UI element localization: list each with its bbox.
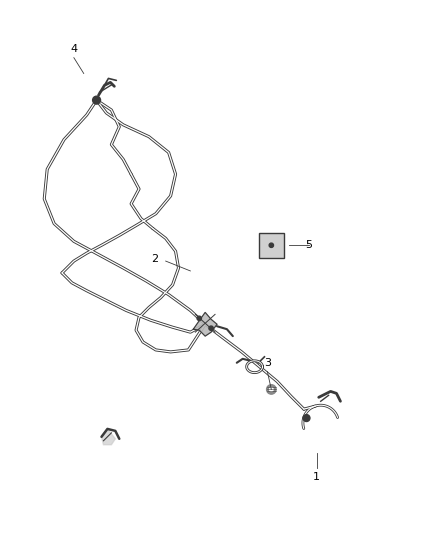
Circle shape xyxy=(303,415,310,422)
Text: 5: 5 xyxy=(305,240,312,251)
Text: 4: 4 xyxy=(71,44,78,54)
Text: 2: 2 xyxy=(151,254,158,264)
Circle shape xyxy=(197,316,201,320)
Polygon shape xyxy=(193,312,217,336)
Polygon shape xyxy=(259,233,284,258)
Circle shape xyxy=(269,387,273,391)
Circle shape xyxy=(267,385,276,394)
Circle shape xyxy=(92,96,101,104)
Circle shape xyxy=(209,326,213,330)
Text: 3: 3 xyxy=(264,358,271,368)
Polygon shape xyxy=(102,429,115,445)
Circle shape xyxy=(269,243,273,247)
Text: 1: 1 xyxy=(313,472,320,482)
